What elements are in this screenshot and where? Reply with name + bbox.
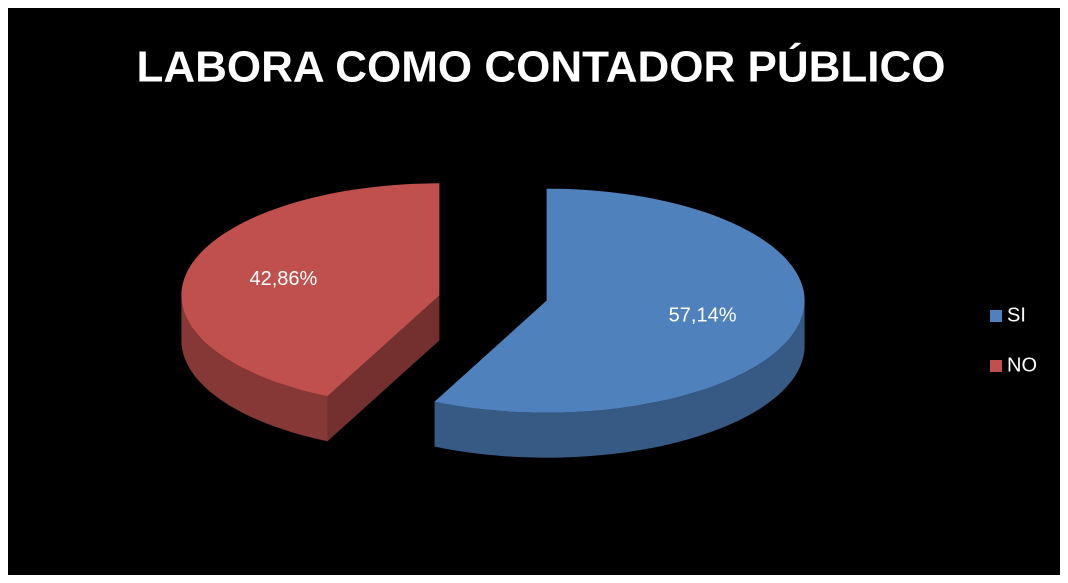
slice bbox=[434, 188, 805, 458]
slice-cut-face bbox=[327, 295, 440, 442]
data-label: 57,14% bbox=[669, 304, 737, 326]
data-label: 42,86% bbox=[250, 268, 318, 290]
slice-top bbox=[181, 183, 440, 397]
legend-swatch bbox=[990, 310, 1002, 322]
legend-label: NO bbox=[1007, 354, 1037, 376]
chart-title: LABORA COMO CONTADOR PÚBLICO bbox=[136, 42, 945, 92]
plot-background bbox=[8, 8, 1060, 575]
legend-label: SI bbox=[1007, 304, 1026, 326]
slice bbox=[181, 183, 440, 442]
slice-side bbox=[434, 300, 805, 458]
slice-side bbox=[181, 295, 328, 442]
legend-swatch bbox=[990, 360, 1002, 372]
slice-top bbox=[434, 188, 805, 413]
